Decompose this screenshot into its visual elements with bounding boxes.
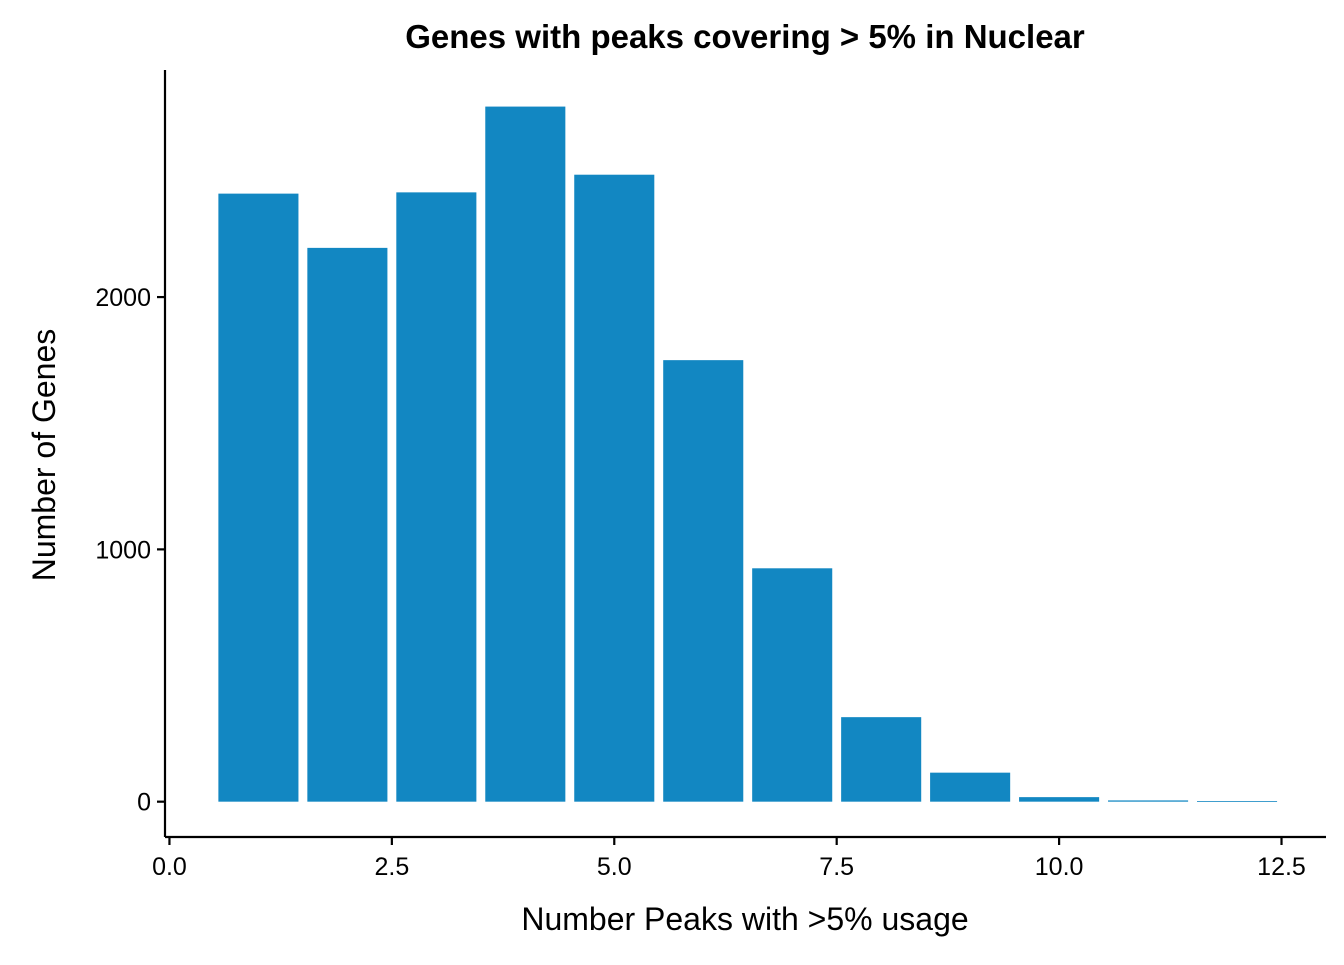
bar-4 bbox=[485, 106, 566, 802]
bars-group bbox=[218, 106, 1278, 802]
bar-10 bbox=[1019, 797, 1100, 802]
y-tick-label: 2000 bbox=[95, 284, 151, 312]
x-tick-label: 7.5 bbox=[819, 853, 854, 881]
bar-7 bbox=[752, 568, 833, 802]
y-tick-label: 0 bbox=[137, 789, 151, 817]
chart-title: Genes with peaks covering > 5% in Nuclea… bbox=[405, 18, 1085, 55]
y-axis-label: Number of Genes bbox=[26, 329, 62, 582]
x-tick-label: 10.0 bbox=[1035, 853, 1084, 881]
y-axis-ticks: 0 1000 2000 bbox=[95, 284, 165, 817]
bar-11 bbox=[1108, 800, 1189, 802]
x-tick-label: 0.0 bbox=[152, 853, 187, 881]
bar-6 bbox=[663, 360, 744, 802]
bar-9 bbox=[930, 772, 1011, 802]
x-axis-ticks: 0.0 2.5 5.0 7.5 10.0 12.5 bbox=[152, 837, 1306, 881]
bar-8 bbox=[841, 717, 922, 802]
y-tick-label: 1000 bbox=[95, 536, 151, 564]
bar-2 bbox=[307, 247, 388, 802]
x-tick-label: 5.0 bbox=[597, 853, 632, 881]
x-axis-label: Number Peaks with >5% usage bbox=[521, 901, 968, 937]
bar-12 bbox=[1197, 801, 1278, 802]
x-tick-label: 2.5 bbox=[374, 853, 409, 881]
bar-3 bbox=[396, 192, 477, 802]
bar-5 bbox=[574, 174, 655, 802]
x-tick-label: 12.5 bbox=[1257, 853, 1306, 881]
bar-1 bbox=[218, 193, 299, 802]
